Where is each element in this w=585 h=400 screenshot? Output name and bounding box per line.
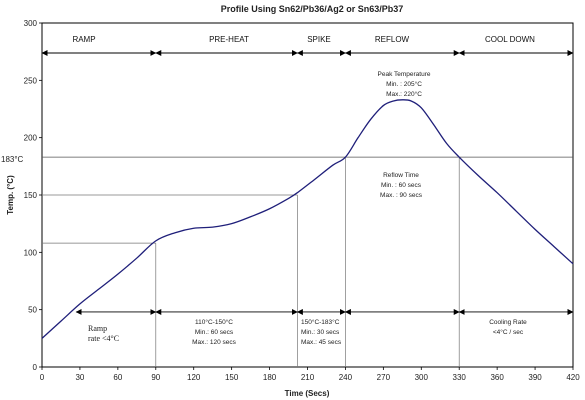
peak-annotation-title: Peak Temperature: [378, 71, 431, 78]
x-tick-label-90: 90: [151, 373, 160, 382]
y-tick-label-50: 50: [28, 306, 37, 315]
reflow-time-max: Max. : 90 secs: [380, 192, 423, 199]
x-tick-label-330: 330: [453, 373, 467, 382]
preheat-annotation-line1: 110°C-150°C: [195, 318, 233, 326]
phase-label-ramp: RAMP: [72, 35, 95, 44]
y-tick-label-100: 100: [24, 248, 38, 257]
peak-annotation-max: Max.: 220°C: [386, 90, 422, 98]
y-tick-label-0: 0: [33, 363, 38, 372]
x-axis-title: Time (Secs): [285, 389, 330, 398]
preheat-annotation-line3: Max.: 120 secs: [192, 339, 236, 346]
y-axis-title: Temp. (°C): [6, 175, 15, 215]
x-tick-label-240: 240: [339, 373, 353, 382]
cooling-annotation-line2: <4°C / sec: [493, 328, 524, 336]
phase-label-spike: SPIKE: [307, 35, 331, 44]
phase-label-cool-down: COOL DOWN: [485, 35, 535, 44]
phase-label-reflow: REFLOW: [375, 35, 410, 44]
preheat-annotation-line2: Min.: 60 secs: [195, 329, 234, 336]
x-tick-label-30: 30: [75, 373, 84, 382]
x-tick-label-180: 180: [263, 373, 277, 382]
series-line-0: [41, 99, 574, 339]
x-tick-label-60: 60: [113, 373, 122, 382]
x-tick-label-420: 420: [566, 373, 580, 382]
x-tick-label-150: 150: [225, 373, 239, 382]
peak-annotation-min: Min. : 205°C: [386, 80, 422, 88]
y-tick-label-300: 300: [24, 19, 38, 28]
x-tick-label-360: 360: [490, 373, 504, 382]
x-tick-label-210: 210: [301, 373, 315, 382]
reflow-time-title: Reflow Time: [383, 172, 419, 179]
cooling-annotation-line1: Cooling Rate: [489, 319, 527, 326]
x-tick-label-0: 0: [40, 373, 45, 382]
reference-lines: [42, 156, 573, 367]
x-axis-ticks: 0 30 60 90 120 150 180 210 240 270 300 330 360 390 420: [40, 367, 580, 382]
reflow-time-min: Min. : 60 secs: [381, 182, 422, 189]
spike-annotation-line1: 150°C-183°C: [301, 318, 340, 326]
x-tick-label-120: 120: [187, 373, 201, 382]
phase-label-preheat: PRE-HEAT: [209, 35, 249, 44]
ref-183-label: 183°C: [1, 155, 24, 164]
spike-annotation-line2: Min.: 30 secs: [301, 329, 340, 336]
x-tick-label-300: 300: [415, 373, 429, 382]
y-tick-label-200: 200: [24, 134, 38, 143]
y-tick-label-250: 250: [24, 76, 38, 85]
x-tick-label-270: 270: [377, 373, 391, 382]
ramp-annotation-line1: Ramp: [88, 324, 107, 333]
ramp-annotation-line2: rate <4°C: [88, 334, 119, 343]
chart-title: Profile Using Sn62/Pb36/Ag2 or Sn63/Pb37: [221, 4, 404, 14]
series-layer: [41, 99, 574, 339]
spike-annotation-line3: Max.: 45 secs: [301, 339, 342, 346]
y-axis-ticks: 0 50 100 150 200 250 300: [24, 19, 42, 372]
x-tick-label-390: 390: [528, 373, 542, 382]
y-tick-label-150: 150: [24, 191, 38, 200]
